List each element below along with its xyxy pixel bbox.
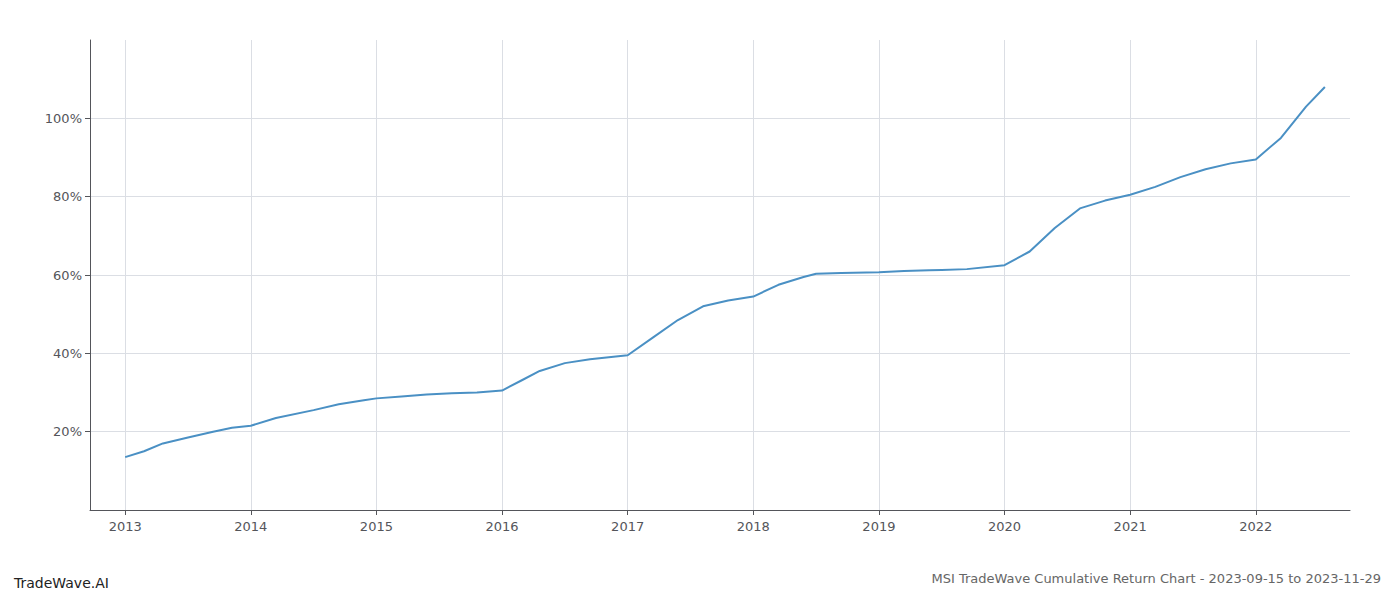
svg-text:100%: 100% bbox=[45, 111, 82, 126]
svg-text:60%: 60% bbox=[53, 268, 82, 283]
svg-text:2021: 2021 bbox=[1114, 519, 1147, 534]
svg-text:20%: 20% bbox=[53, 424, 82, 439]
svg-text:2020: 2020 bbox=[988, 519, 1021, 534]
svg-text:2016: 2016 bbox=[485, 519, 518, 534]
svg-text:2019: 2019 bbox=[862, 519, 895, 534]
svg-text:2018: 2018 bbox=[737, 519, 770, 534]
svg-text:2013: 2013 bbox=[109, 519, 142, 534]
svg-text:80%: 80% bbox=[53, 189, 82, 204]
svg-text:TradeWave.AI: TradeWave.AI bbox=[13, 575, 109, 591]
svg-text:2015: 2015 bbox=[360, 519, 393, 534]
svg-text:2017: 2017 bbox=[611, 519, 644, 534]
svg-text:2022: 2022 bbox=[1239, 519, 1272, 534]
svg-text:2014: 2014 bbox=[234, 519, 267, 534]
svg-text:40%: 40% bbox=[53, 346, 82, 361]
svg-text:MSI TradeWave Cumulative Retur: MSI TradeWave Cumulative Return Chart - … bbox=[931, 571, 1381, 586]
